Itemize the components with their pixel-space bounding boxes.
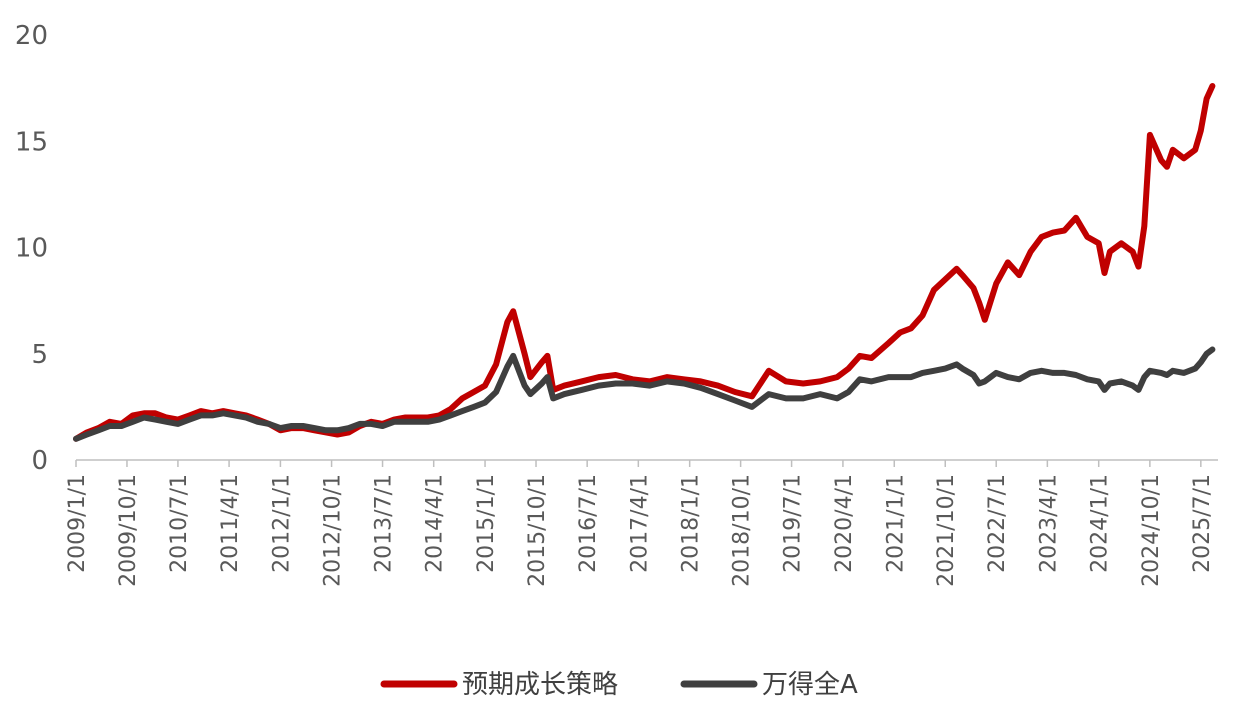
x-tick-label: 2019/7/1 (781, 474, 806, 573)
series-line-2 (73, 346, 1216, 442)
x-tick-label: 2016/7/1 (576, 474, 601, 573)
x-tick-label: 2020/4/1 (832, 474, 857, 573)
x-tick-label: 2024/10/1 (1139, 474, 1164, 587)
x-tick-label: 2023/4/1 (1036, 474, 1061, 573)
y-tick-label: 20 (15, 21, 48, 51)
x-tick-label: 2013/7/1 (372, 474, 397, 573)
x-tick-label: 2025/7/1 (1190, 474, 1215, 573)
legend-label-1: 预期成长策略 (462, 670, 618, 700)
legend-label-2: 万得全A (762, 670, 858, 700)
x-tick-label: 2018/1/1 (679, 474, 704, 573)
x-tick-label: 2015/10/1 (525, 474, 550, 587)
x-tick-label: 2012/10/1 (321, 474, 346, 587)
y-tick-label: 5 (31, 340, 48, 370)
x-tick-label: 2018/10/1 (730, 474, 755, 587)
x-tick-label: 2021/1/1 (883, 474, 908, 573)
x-tick-label: 2012/1/1 (269, 474, 294, 573)
x-tick-label: 2011/4/1 (218, 474, 243, 573)
x-tick-label: 2015/1/1 (474, 474, 499, 573)
x-tick-label: 2009/1/1 (65, 474, 90, 573)
y-tick-label: 10 (15, 234, 48, 264)
x-tick-label: 2009/10/1 (116, 474, 141, 587)
y-tick-label: 0 (31, 446, 48, 476)
x-tick-label: 2014/4/1 (423, 474, 448, 573)
x-tick-label: 2010/7/1 (167, 474, 192, 573)
x-tick-label: 2017/4/1 (627, 474, 652, 573)
x-tick-label: 2024/1/1 (1088, 474, 1113, 573)
x-tick-label: 2022/7/1 (985, 474, 1010, 573)
x-tick-label: 2021/10/1 (934, 474, 959, 587)
y-tick-label: 15 (15, 127, 48, 157)
